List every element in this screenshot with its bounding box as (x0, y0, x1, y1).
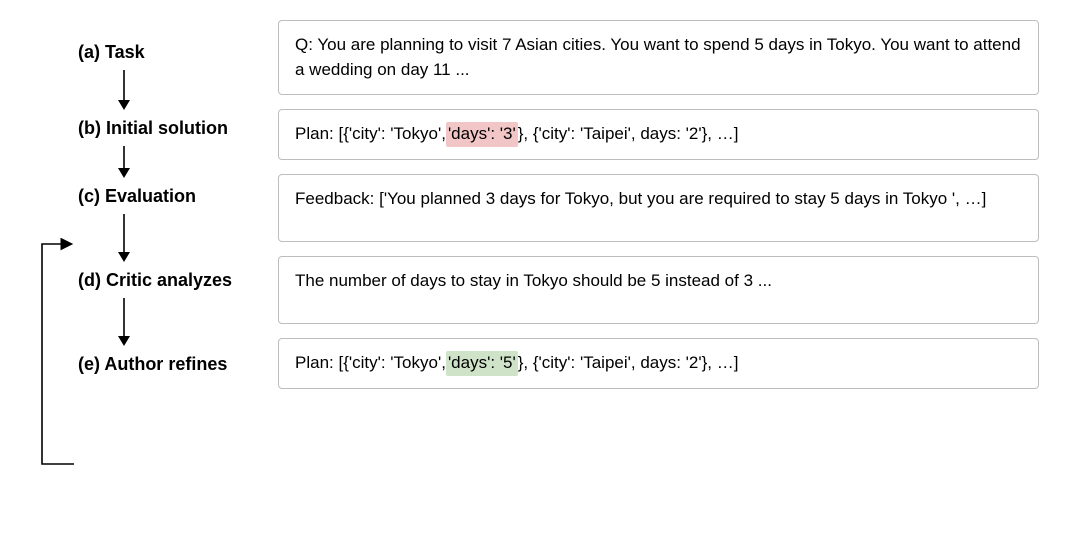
arrow-a-b (20, 66, 260, 114)
initial-highlight: 'days': '3' (446, 122, 518, 147)
task-text: Q: You are planning to visit 7 Asian cit… (295, 35, 1021, 79)
step-b-label: (b) Initial solution (20, 114, 260, 142)
boxes-column: Q: You are planning to visit 7 Asian cit… (278, 20, 1049, 389)
refined-highlight: 'days': '5' (446, 351, 518, 376)
task-box: Q: You are planning to visit 7 Asian cit… (278, 20, 1039, 95)
critic-text: The number of days to stay in Tokyo shou… (295, 271, 772, 290)
refined-suffix: }, {'city': 'Taipei', days: '2'}, …] (518, 351, 739, 376)
arrow-b-c (20, 142, 260, 182)
step-c-label: (c) Evaluation (20, 182, 260, 210)
initial-suffix: }, {'city': 'Taipei', days: '2'}, …] (518, 122, 739, 147)
critic-box: The number of days to stay in Tokyo shou… (278, 256, 1039, 324)
evaluation-text: Feedback: ['You planned 3 days for Tokyo… (295, 189, 986, 208)
refined-prefix: Plan: [{'city': 'Tokyo', (295, 351, 446, 376)
step-a-label: (a) Task (20, 38, 260, 66)
labels-column: (a) Task (b) Initial solution (c) Evalua… (20, 20, 260, 378)
evaluation-box: Feedback: ['You planned 3 days for Tokyo… (278, 174, 1039, 242)
loop-back-arrow (28, 238, 88, 468)
initial-solution-box: Plan: [{'city': 'Tokyo', 'days': '3'}, {… (278, 109, 1039, 160)
initial-prefix: Plan: [{'city': 'Tokyo', (295, 122, 446, 147)
refined-box: Plan: [{'city': 'Tokyo', 'days': '5'}, {… (278, 338, 1039, 389)
diagram-container: (a) Task (b) Initial solution (c) Evalua… (20, 20, 1049, 389)
